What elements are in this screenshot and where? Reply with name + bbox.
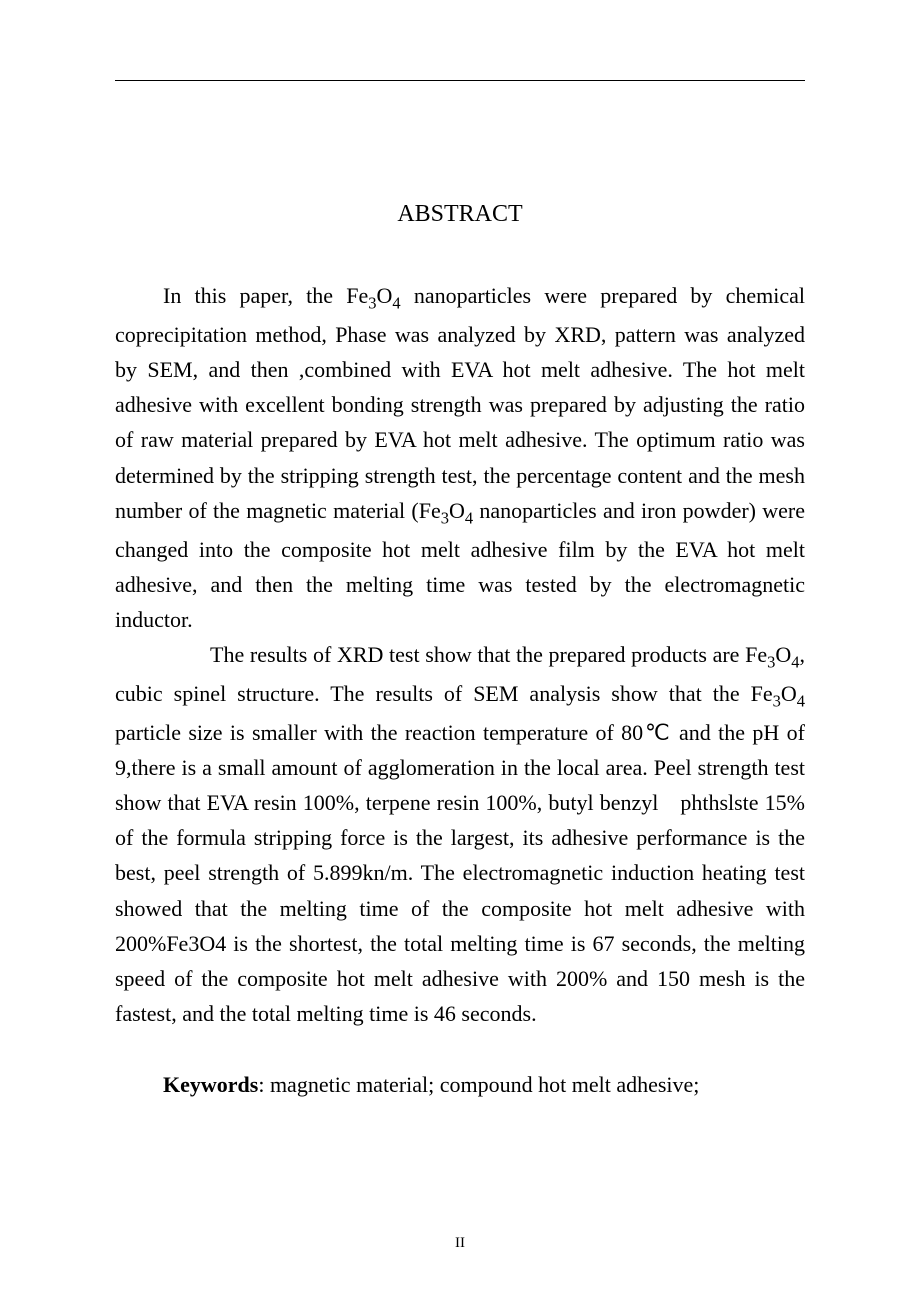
keywords-label: Keywords	[163, 1072, 258, 1097]
p2-text-8: particle size is smaller with the reacti…	[115, 720, 805, 1027]
p2-text-6: O	[781, 681, 797, 706]
header-line	[115, 80, 805, 81]
page-number: II	[455, 1235, 465, 1252]
abstract-paragraph-2: The results of XRD test show that the pr…	[115, 637, 805, 1031]
p1-text-4: nanoparticles were prepared by chemical …	[115, 283, 805, 523]
p1-sub-3: 4	[392, 293, 400, 312]
p1-text-2: O	[377, 283, 393, 308]
p1-sub-7: 4	[465, 508, 473, 527]
p2-sub-5: 3	[773, 691, 781, 710]
p1-sub-1: 3	[368, 293, 376, 312]
p1-sub-5: 3	[441, 508, 449, 527]
p2-text-2: O	[775, 642, 791, 667]
keywords-text: : magnetic material; compound hot melt a…	[258, 1072, 699, 1097]
p1-text-6: O	[449, 498, 465, 523]
abstract-paragraph-1: In this paper, the Fe3O4 nanoparticles w…	[115, 278, 805, 637]
p2-sub-3: 4	[791, 652, 799, 671]
keywords-section: Keywords: magnetic material; compound ho…	[115, 1067, 805, 1102]
p1-text-0: In this paper, the Fe	[163, 283, 368, 308]
p2-text-0: The results of XRD test show that the pr…	[210, 642, 767, 667]
p2-sub-7: 4	[797, 691, 805, 710]
abstract-title: ABSTRACT	[115, 201, 805, 228]
